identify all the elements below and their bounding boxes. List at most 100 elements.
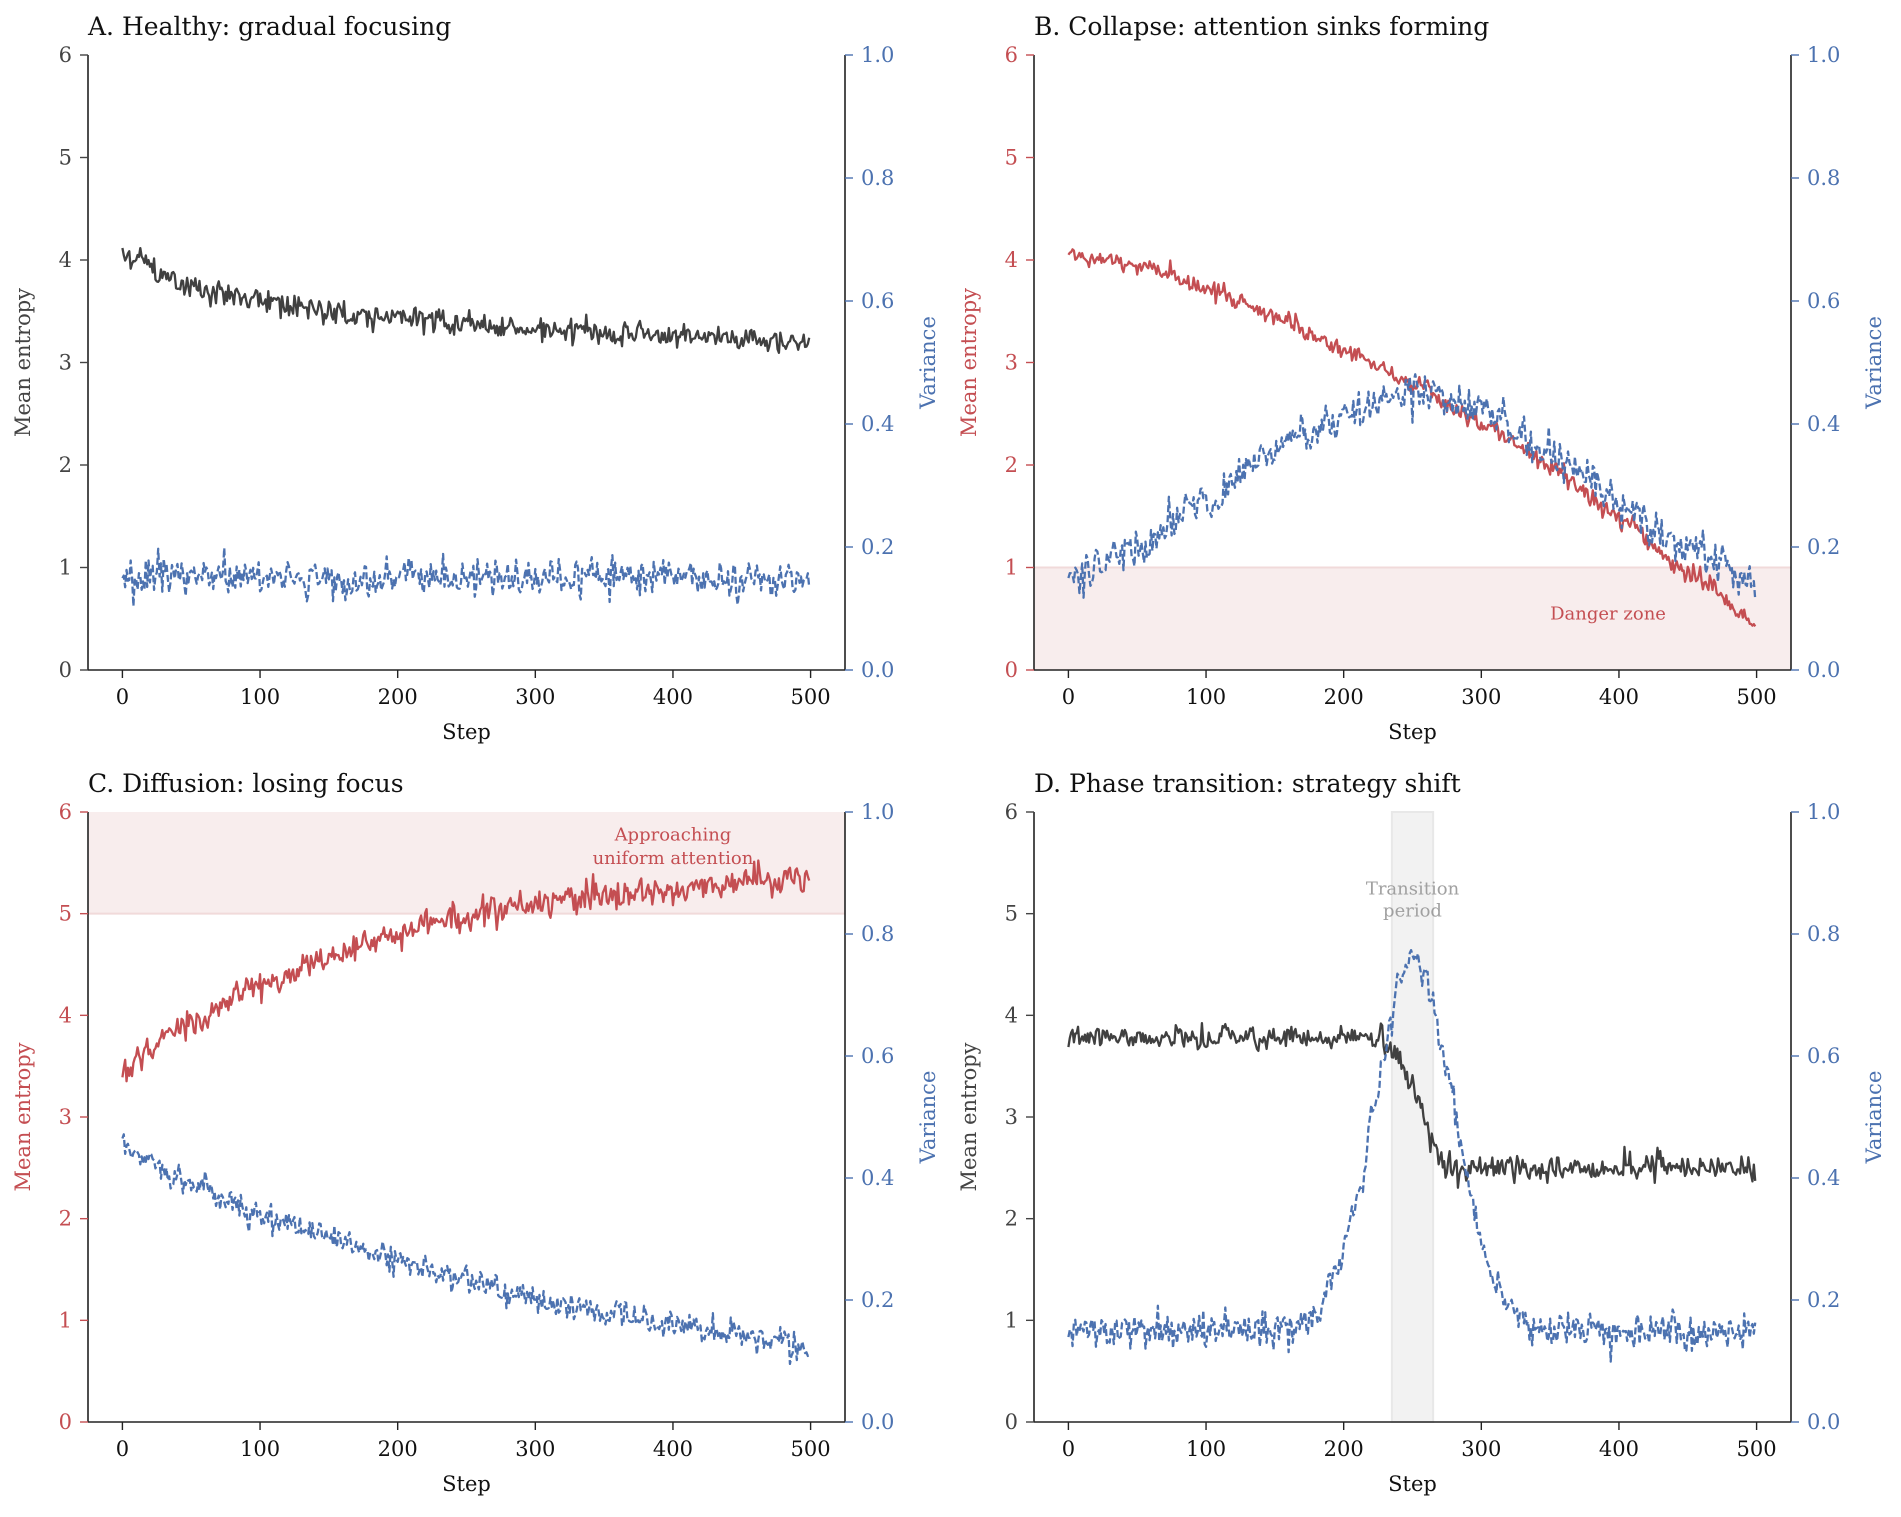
shaded-band bbox=[88, 812, 845, 914]
y-tick-label-right: 1.0 bbox=[1807, 800, 1840, 824]
y-tick-label-left: 6 bbox=[1005, 43, 1018, 67]
x-tick-label: 300 bbox=[1461, 685, 1501, 709]
y-tick-label-right: 0.8 bbox=[1807, 166, 1840, 190]
variance-line bbox=[1067, 373, 1757, 600]
annotation: period bbox=[1383, 901, 1442, 922]
y-tick-label-left: 3 bbox=[1005, 351, 1018, 375]
y-axis-label-left: Mean entropy bbox=[957, 288, 981, 437]
y-tick-label-left: 6 bbox=[1005, 800, 1018, 824]
annotation: Transition bbox=[1366, 878, 1460, 899]
x-tick-label: 100 bbox=[240, 1437, 280, 1461]
y-tick-label-right: 1.0 bbox=[861, 43, 894, 67]
x-tick-label: 200 bbox=[378, 1437, 418, 1461]
panel-title: C. Diffusion: losing focus bbox=[88, 769, 404, 798]
annotation: Approaching bbox=[614, 824, 732, 845]
x-tick-label: 300 bbox=[515, 685, 555, 709]
y-axis-label-right: Variance bbox=[1862, 1071, 1886, 1165]
y-tick-label-right: 1.0 bbox=[1807, 43, 1840, 67]
y-tick-label-right: 0.8 bbox=[1807, 922, 1840, 946]
panel-d: 0 100 200 300 400 500 0 1 2 3 4 5 6 0.0 0.2 0.4 0.6 0.8 1.… bbox=[957, 769, 1886, 1496]
x-tick-label: 200 bbox=[1324, 685, 1364, 709]
y-axis-label-left: Mean entropy bbox=[11, 1042, 35, 1191]
y-axis-label-right: Variance bbox=[1862, 316, 1886, 410]
y-tick-label-right: 0.0 bbox=[861, 1410, 894, 1434]
variance-line bbox=[1067, 949, 1757, 1363]
y-tick-label-left: 4 bbox=[1005, 1003, 1018, 1027]
x-tick-label: 300 bbox=[515, 1437, 555, 1461]
y-tick-label-right: 0.2 bbox=[861, 1288, 894, 1312]
y-tick-label-right: 0.2 bbox=[1807, 1288, 1840, 1312]
x-tick-label: 200 bbox=[378, 685, 418, 709]
x-tick-label: 400 bbox=[653, 685, 693, 709]
y-tick-label-left: 2 bbox=[59, 453, 72, 477]
entropy-line bbox=[1067, 1021, 1757, 1189]
y-tick-label-right: 0.0 bbox=[861, 658, 894, 682]
x-tick-label: 500 bbox=[791, 1437, 831, 1461]
panel-b: 0 100 200 300 400 500 0 1 2 3 4 5 6 0.0 0.2 0.4 0.6 0.8 1.… bbox=[957, 12, 1886, 744]
annotation: Danger zone bbox=[1550, 604, 1666, 625]
y-tick-label-left: 6 bbox=[59, 800, 72, 824]
x-tick-label: 200 bbox=[1324, 1437, 1364, 1461]
y-axis-label-right: Variance bbox=[916, 316, 940, 410]
x-axis-label: Step bbox=[1388, 1472, 1437, 1496]
y-tick-label-right: 0.8 bbox=[861, 922, 894, 946]
panel-c: 0 100 200 300 400 500 0 1 2 3 4 5 6 0.0 0.2 0.4 0.6 0.8 1.… bbox=[11, 769, 940, 1496]
y-tick-label-right: 0.8 bbox=[861, 166, 894, 190]
y-tick-label-left: 3 bbox=[1005, 1105, 1018, 1129]
x-axis-label: Step bbox=[1388, 720, 1437, 744]
y-tick-label-right: 0.2 bbox=[1807, 535, 1840, 559]
y-tick-label-right: 0.4 bbox=[861, 1166, 894, 1190]
panel-title: B. Collapse: attention sinks forming bbox=[1034, 12, 1489, 41]
y-tick-label-left: 4 bbox=[59, 1003, 72, 1027]
y-tick-label-left: 0 bbox=[1005, 1410, 1018, 1434]
x-tick-label: 500 bbox=[791, 685, 831, 709]
x-axis-label: Step bbox=[442, 1472, 491, 1496]
y-tick-label-left: 4 bbox=[1005, 248, 1018, 272]
y-tick-label-right: 0.4 bbox=[1807, 1166, 1840, 1190]
x-tick-label: 500 bbox=[1737, 1437, 1777, 1461]
x-tick-label: 0 bbox=[1062, 685, 1075, 709]
y-tick-label-right: 0.6 bbox=[1807, 1044, 1840, 1068]
panel-title: D. Phase transition: strategy shift bbox=[1034, 769, 1461, 798]
entropy-line bbox=[121, 246, 811, 354]
y-tick-label-left: 5 bbox=[1005, 146, 1018, 170]
y-tick-label-right: 0.4 bbox=[1807, 412, 1840, 436]
shaded-band bbox=[1390, 811, 1435, 1423]
y-tick-label-left: 1 bbox=[59, 556, 72, 580]
y-tick-label-right: 0.6 bbox=[1807, 289, 1840, 313]
annotation: uniform attention bbox=[593, 848, 754, 869]
shaded-band bbox=[1034, 567, 1791, 670]
y-tick-label-left: 6 bbox=[59, 43, 72, 67]
y-tick-label-right: 0.4 bbox=[861, 412, 894, 436]
y-axis-label-right: Variance bbox=[916, 1071, 940, 1165]
y-tick-label-left: 2 bbox=[1005, 453, 1018, 477]
x-tick-label: 500 bbox=[1737, 685, 1777, 709]
y-tick-label-right: 0.6 bbox=[861, 289, 894, 313]
y-tick-label-right: 0.0 bbox=[1807, 1410, 1840, 1434]
y-tick-label-left: 1 bbox=[1005, 556, 1018, 580]
y-tick-label-left: 1 bbox=[59, 1308, 72, 1332]
x-tick-label: 400 bbox=[1599, 1437, 1639, 1461]
x-tick-label: 100 bbox=[1186, 685, 1226, 709]
panel-a: 0 100 200 300 400 500 0 1 2 3 4 5 6 0.0 0.2 0.4 0.6 0.8 1.… bbox=[11, 12, 940, 744]
y-tick-label-left: 1 bbox=[1005, 1308, 1018, 1332]
x-tick-label: 0 bbox=[1062, 1437, 1075, 1461]
y-tick-label-left: 2 bbox=[59, 1207, 72, 1231]
x-tick-label: 0 bbox=[116, 1437, 129, 1461]
y-tick-label-left: 3 bbox=[59, 351, 72, 375]
y-tick-label-left: 5 bbox=[1005, 902, 1018, 926]
x-axis-label: Step bbox=[442, 720, 491, 744]
y-tick-label-right: 0.6 bbox=[861, 1044, 894, 1068]
y-tick-label-left: 0 bbox=[59, 658, 72, 682]
x-tick-label: 100 bbox=[240, 685, 280, 709]
y-tick-label-right: 0.0 bbox=[1807, 658, 1840, 682]
x-tick-label: 0 bbox=[116, 685, 129, 709]
x-tick-label: 100 bbox=[1186, 1437, 1226, 1461]
x-tick-label: 300 bbox=[1461, 1437, 1501, 1461]
y-tick-label-left: 2 bbox=[1005, 1207, 1018, 1231]
y-tick-label-left: 5 bbox=[59, 146, 72, 170]
y-tick-label-left: 4 bbox=[59, 248, 72, 272]
y-tick-label-left: 0 bbox=[59, 1410, 72, 1434]
variance-line bbox=[121, 1133, 811, 1366]
